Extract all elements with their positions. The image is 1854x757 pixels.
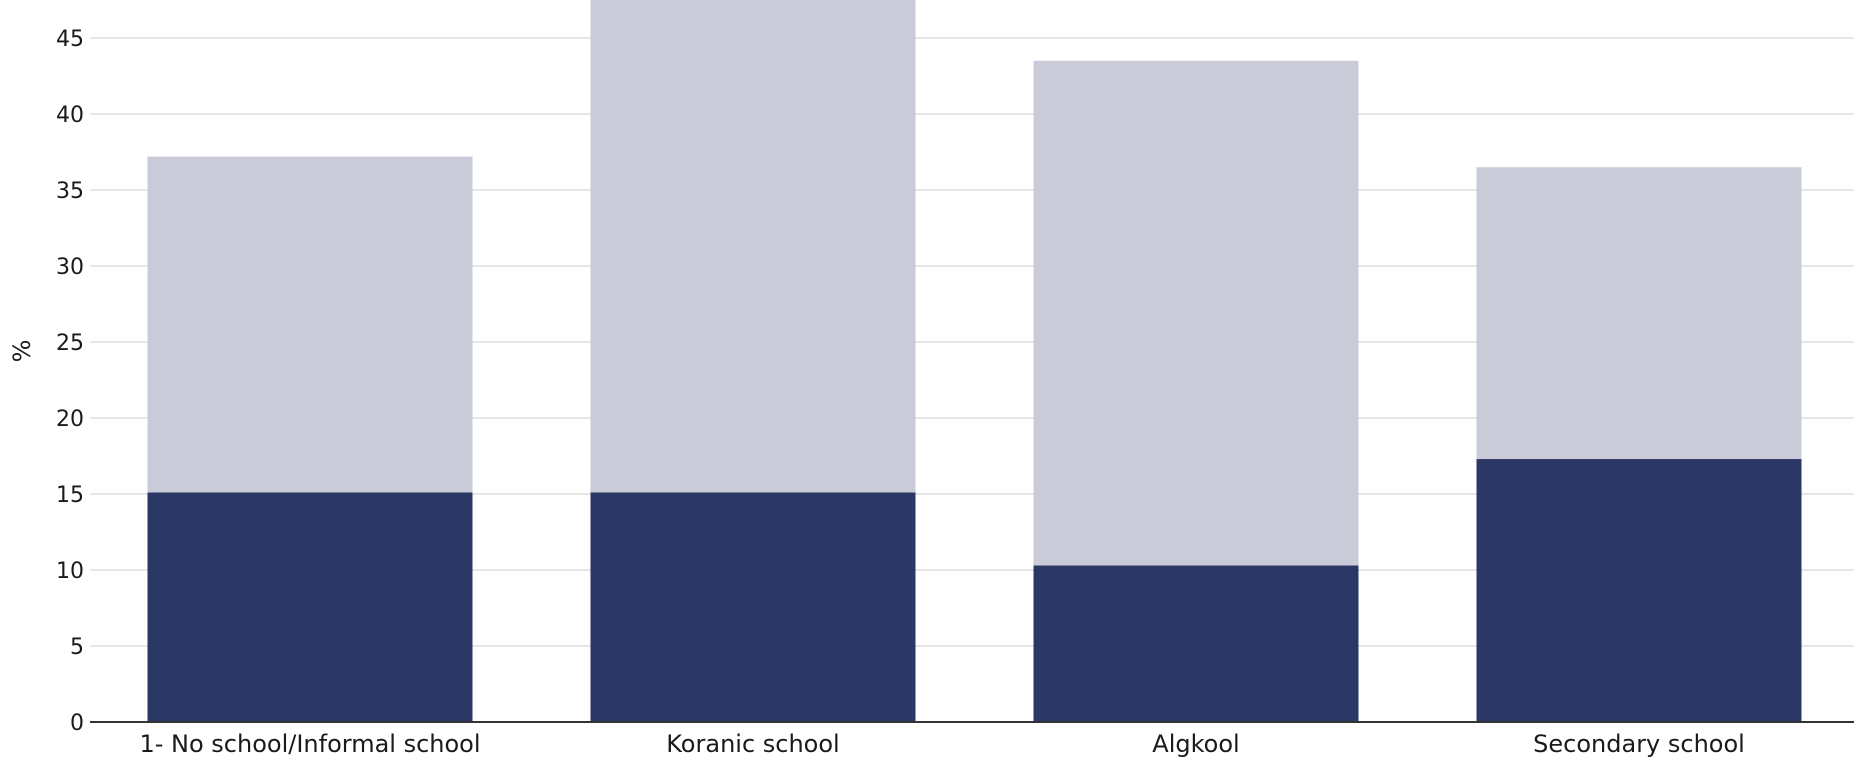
- bar-segment-lower: [147, 492, 473, 722]
- x-category-label: Algkool: [1152, 730, 1239, 757]
- y-axis-ticks: 0 5 10 15 20 25 30 35 40 45: [56, 27, 84, 736]
- bars: [147, 0, 1802, 722]
- x-axis-labels: 1- No school/Informal school Koranic scho…: [139, 730, 1744, 757]
- x-category-label: 1- No school/Informal school: [139, 730, 480, 757]
- y-tick-label: 20: [56, 407, 84, 432]
- bar-segment-upper: [1476, 167, 1802, 460]
- bar-segment-lower: [1033, 565, 1359, 722]
- bar-segment-upper: [1033, 60, 1359, 566]
- y-tick-label: 35: [56, 179, 84, 204]
- bar-segment-lower: [590, 492, 916, 722]
- y-tick-label: 10: [56, 559, 84, 584]
- y-tick-label: 30: [56, 255, 84, 280]
- bar-segment-lower: [1476, 459, 1802, 722]
- y-tick-label: 5: [70, 635, 84, 660]
- y-tick-label: 0: [70, 711, 84, 736]
- y-axis-title: %: [8, 340, 36, 363]
- y-tick-label: 45: [56, 27, 84, 52]
- x-category-label: Koranic school: [666, 730, 839, 757]
- bar-segment-upper: [147, 156, 473, 493]
- y-tick-label: 15: [56, 483, 84, 508]
- x-category-label: Secondary school: [1533, 730, 1745, 757]
- y-tick-label: 40: [56, 103, 84, 128]
- bar-segment-upper: [590, 0, 916, 493]
- y-tick-label: 25: [56, 331, 84, 356]
